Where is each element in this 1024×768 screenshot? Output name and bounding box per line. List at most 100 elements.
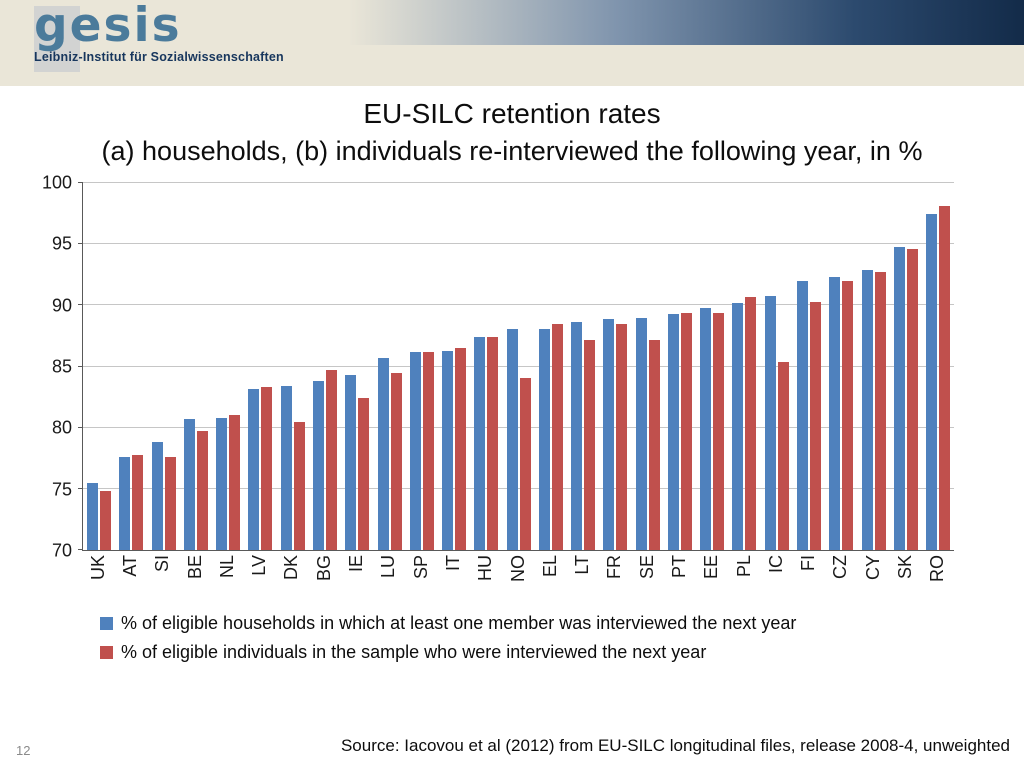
bar: [132, 454, 144, 550]
y-tick-label: 95: [51, 233, 72, 254]
bar: [293, 421, 305, 550]
bar: [842, 280, 854, 550]
bar: [893, 246, 905, 550]
bar: [506, 328, 518, 550]
bar-group-ro: [922, 183, 954, 550]
bar: [680, 312, 692, 550]
bar: [764, 295, 776, 550]
y-tick-label: 70: [51, 540, 72, 561]
bar: [358, 398, 370, 550]
chart-subtitle: (a) households, (b) individuals re-inter…: [101, 136, 923, 166]
x-tick-label-cell: FI: [793, 551, 825, 601]
y-tick-mark: [78, 243, 83, 245]
x-tick-label-cell: NO: [502, 551, 534, 601]
bar: [713, 312, 725, 550]
x-tick-label: LU: [378, 555, 399, 579]
slide-header: gesis Leibniz-Institut für Sozialwissens…: [0, 0, 1024, 86]
bar: [648, 339, 660, 550]
bar: [551, 323, 563, 550]
x-tick-label-cell: CY: [857, 551, 889, 601]
bar: [777, 361, 789, 550]
bar-group-ie: [341, 183, 373, 550]
bar-group-cy: [857, 183, 889, 550]
gridline: [83, 426, 954, 428]
x-tick-label-cell: RO: [922, 551, 954, 601]
bar: [229, 415, 241, 550]
x-tick-label: CZ: [830, 555, 851, 579]
header-gradient-bar: [348, 0, 1024, 45]
bar: [829, 277, 841, 550]
x-tick-label-cell: EL: [534, 551, 566, 601]
x-tick-label-cell: CZ: [825, 551, 857, 601]
x-tick-label: FR: [604, 555, 625, 579]
x-tick-label: IC: [765, 555, 786, 573]
x-tick-label: HU: [475, 555, 496, 581]
bar: [796, 280, 808, 550]
bar: [667, 313, 679, 550]
x-tick-label: SP: [410, 555, 431, 580]
bar: [442, 350, 454, 550]
legend-swatch-households: [100, 617, 113, 630]
x-tick-label: BG: [313, 555, 334, 582]
y-tick-label: 85: [51, 356, 72, 377]
gridline: [83, 182, 954, 183]
bar: [377, 357, 389, 550]
y-tick-label: 90: [51, 295, 72, 316]
bar: [183, 419, 195, 550]
bar: [325, 370, 337, 550]
y-tick-label: 100: [41, 172, 72, 193]
x-tick-label: SE: [636, 555, 657, 580]
x-tick-label: EE: [701, 555, 722, 580]
bar: [280, 386, 292, 550]
bar: [196, 431, 208, 550]
bar: [571, 322, 583, 550]
x-tick-label-cell: NL: [211, 551, 243, 601]
bar: [487, 337, 499, 550]
bar-group-ee: [696, 183, 728, 550]
bar-group-cz: [825, 183, 857, 550]
bar-group-at: [115, 183, 147, 550]
x-axis-labels: UK AT SI BE NL LV DK BG IE LU SP IT HU NO EL LT FR SE PT EE…: [82, 551, 954, 601]
x-tick-label: SK: [895, 555, 916, 580]
bar-group-pt: [664, 183, 696, 550]
bar: [100, 491, 112, 550]
bar-chart: 70 75 80 85 90 95 100 UK AT SI BE NL LV DK BG IE LU SP IT…: [30, 173, 1024, 601]
bar: [874, 272, 886, 550]
bar: [312, 381, 324, 550]
x-tick-label: PT: [668, 555, 689, 579]
x-tick-label-cell: LU: [373, 551, 405, 601]
bar-group-lu: [373, 183, 405, 550]
legend-item-individuals: % of eligible individuals in the sample …: [100, 642, 1024, 663]
bar-group-it: [438, 183, 470, 550]
x-tick-label: UK: [87, 555, 108, 581]
x-tick-label-cell: IC: [760, 551, 792, 601]
x-tick-label: NO: [507, 555, 528, 582]
bar-group-uk: [83, 183, 115, 550]
y-tick-mark: [78, 182, 83, 183]
gesis-logo-text: gesis: [34, 0, 182, 53]
y-tick-mark: [78, 365, 83, 367]
bar: [538, 328, 550, 550]
x-tick-label-cell: SI: [147, 551, 179, 601]
y-tick-label: 80: [51, 417, 72, 438]
x-tick-label: CY: [862, 555, 883, 581]
bar: [584, 339, 596, 550]
x-tick-label-cell: DK: [276, 551, 308, 601]
bar: [248, 388, 260, 550]
x-tick-label-cell: BE: [179, 551, 211, 601]
chart-legend: % of eligible households in which at lea…: [100, 613, 1024, 663]
x-tick-label: BE: [184, 555, 205, 580]
bar: [474, 337, 486, 550]
x-tick-label-cell: LT: [566, 551, 598, 601]
bar: [261, 387, 273, 550]
bar-group-nl: [212, 183, 244, 550]
bar-group-dk: [277, 183, 309, 550]
bar: [635, 317, 647, 550]
gridline: [83, 365, 954, 367]
bar: [906, 249, 918, 550]
bar-group-si: [148, 183, 180, 550]
x-tick-label: RO: [927, 555, 948, 582]
bar: [151, 442, 163, 550]
bar: [616, 323, 628, 550]
x-tick-label-cell: UK: [82, 551, 114, 601]
